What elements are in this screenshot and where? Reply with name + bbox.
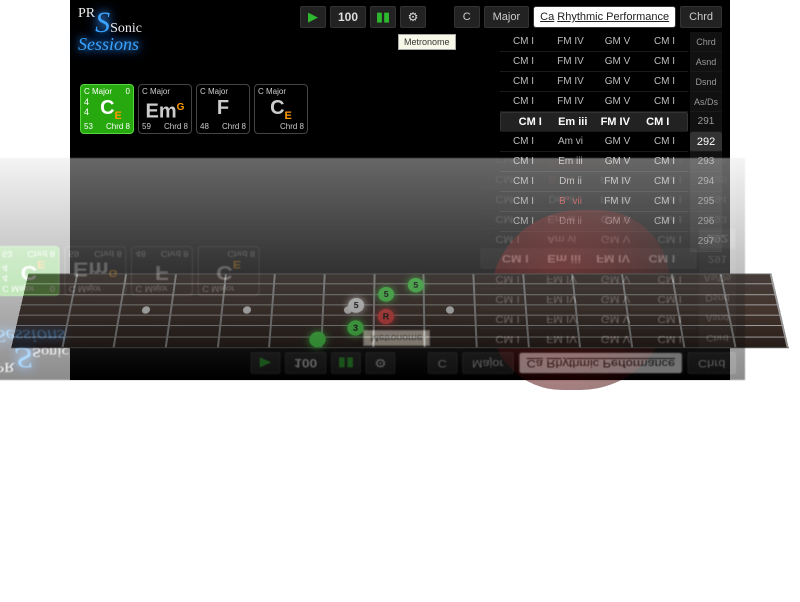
table-row[interactable]: CM IAm viGM VCM I	[500, 132, 688, 152]
scale-select[interactable]: Major	[484, 6, 530, 28]
progression-chord[interactable]: C MajorF48Chrd 8	[196, 84, 250, 134]
progression-chord[interactable]: C MajorCEChrd 8	[198, 246, 260, 296]
root-select[interactable]: C	[454, 6, 480, 28]
progression-number[interactable]: 291	[690, 112, 722, 132]
progression-chord[interactable]: C MajorEmG59Chrd 8	[138, 84, 192, 134]
progression-number[interactable]: 293	[699, 208, 736, 228]
progression-chord[interactable]: C MajorF48Chrd 8	[131, 246, 193, 296]
table-row[interactable]: CM IDm iiGM VCM I	[481, 158, 697, 168]
mode-select[interactable]: Chrd	[680, 6, 722, 28]
metronome-button[interactable]: ▮▮	[331, 352, 361, 374]
tooltip: Metronome	[398, 34, 456, 50]
table-row[interactable]: CM IFM IVGM VCM I	[481, 268, 697, 288]
mode-option[interactable]: Chrd	[699, 328, 736, 348]
table-row[interactable]: CM IEm iiiFM IVCM I	[500, 112, 688, 132]
table-row[interactable]: CM IFM IVGM VCM I	[481, 328, 697, 348]
tempo-display[interactable]: 100	[330, 6, 366, 28]
selector-bar: C Major Ca Rhythmic Performance Chrd	[454, 6, 722, 28]
progression-chord[interactable]: C Major044CE53Chrd 8	[80, 84, 134, 134]
mode-option[interactable]: As/Ds	[699, 268, 736, 288]
mode-select[interactable]: Chrd	[688, 352, 736, 374]
play-button[interactable]: ▶	[300, 6, 326, 28]
selector-bar: C Major Ca Rhythmic Performance Chrd	[427, 352, 736, 374]
number-column: ChrdAsndDsndAs/Ds291292293294295296297	[699, 158, 736, 348]
table-row[interactable]: CM IB° viiFM IVCM I	[481, 168, 697, 188]
transport-bar: ▶ 100 ▮▮ ⚙ Metronome	[251, 352, 396, 374]
scale-select[interactable]: Major	[462, 352, 514, 374]
root-select[interactable]: C	[427, 352, 457, 374]
tempo-display[interactable]: 100	[285, 352, 326, 374]
mode-option[interactable]: Asnd	[690, 52, 722, 72]
table-row[interactable]: CM IFM IVGM VCM I	[481, 288, 697, 308]
transport-bar: ▶ 100 ▮▮ ⚙ Metronome	[300, 6, 426, 28]
progression-row: C Major044CE53Chrd 8C MajorEmG59Chrd 8C …	[80, 84, 308, 134]
progression-chord[interactable]: C Major044CE53Chrd 8	[0, 246, 60, 296]
style-select[interactable]: Ca Rhythmic Performance	[533, 6, 676, 28]
table-row[interactable]: CM IFM IVGM VCM I	[500, 52, 688, 72]
style-select[interactable]: Ca Rhythmic Performance	[519, 352, 683, 374]
table-row[interactable]: CM IFM IVGM VCM I	[500, 72, 688, 92]
mode-option[interactable]: Dsnd	[690, 72, 722, 92]
guitar-body	[469, 158, 676, 170]
mode-option[interactable]: Dsnd	[699, 288, 736, 308]
progression-number[interactable]: 291	[699, 248, 736, 268]
table-row[interactable]: CM IFM IVGM VCM I	[500, 92, 688, 112]
progression-number[interactable]: 294	[699, 188, 736, 208]
table-row[interactable]: CM IAm viGM VCM I	[481, 228, 697, 248]
progression-number[interactable]: 295	[699, 168, 736, 188]
progression-chord[interactable]: C MajorCEChrd 8	[254, 84, 308, 134]
settings-button[interactable]: ⚙	[400, 6, 426, 28]
mode-option[interactable]: Asnd	[699, 308, 736, 328]
tooltip: Metronome	[363, 330, 429, 346]
table-row[interactable]: CM IDm iiFM IVCM I	[481, 188, 697, 208]
chord-table: CM IFM IVGM VCM ICM IFM IVGM VCM ICM IFM…	[481, 158, 697, 348]
progression-number[interactable]: 296	[699, 158, 736, 168]
play-button[interactable]: ▶	[251, 352, 281, 374]
mode-option[interactable]: Chrd	[690, 32, 722, 52]
progression-chord[interactable]: C MajorEmG59Chrd 8	[64, 246, 126, 296]
logo: PRSSonic Sessions	[78, 6, 142, 55]
table-row[interactable]: CM IEm iiiGM VCM I	[481, 208, 697, 228]
mode-option[interactable]: As/Ds	[690, 92, 722, 112]
table-row[interactable]: CM IFM IVGM VCM I	[500, 32, 688, 52]
table-row[interactable]: CM IFM IVGM VCM I	[481, 308, 697, 328]
metronome-button[interactable]: ▮▮	[370, 6, 396, 28]
progression-row: C Major044CE53Chrd 8C MajorEmG59Chrd 8C …	[0, 246, 260, 296]
table-row[interactable]: CM IEm iiiFM IVCM I	[481, 248, 697, 268]
progression-number[interactable]: 292	[690, 132, 722, 152]
settings-button[interactable]: ⚙	[366, 352, 396, 374]
logo: PRSSonic Sessions	[0, 325, 69, 374]
progression-number[interactable]: 292	[699, 228, 736, 248]
